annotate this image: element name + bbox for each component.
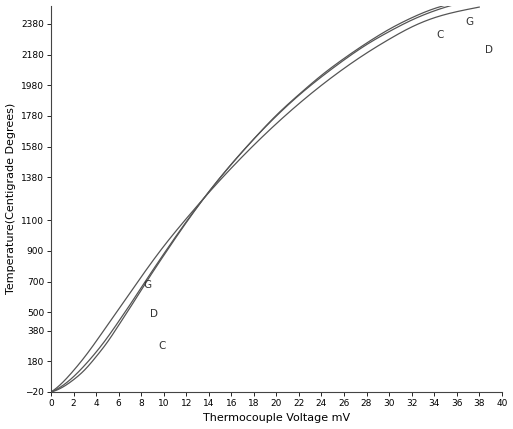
Text: G: G <box>466 18 474 27</box>
X-axis label: Thermocouple Voltage mV: Thermocouple Voltage mV <box>203 414 350 423</box>
Text: C: C <box>158 341 166 351</box>
Text: G: G <box>144 280 151 290</box>
Y-axis label: Temperature(Centigrade Degrees): Temperature(Centigrade Degrees) <box>6 103 15 294</box>
Text: D: D <box>485 45 493 55</box>
Text: C: C <box>437 30 444 40</box>
Text: D: D <box>150 309 158 319</box>
